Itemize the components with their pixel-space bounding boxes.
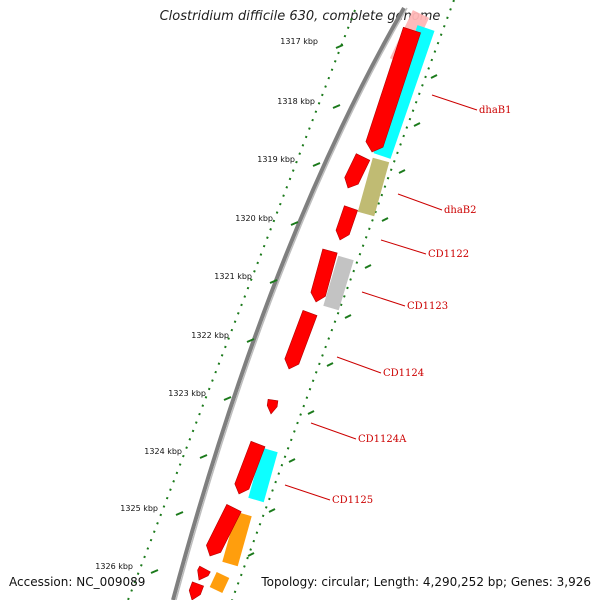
gene-features (188, 10, 438, 600)
kbp-scale: 1317 kbp 1318 kbp 1319 kbp 1320 kbp 1321 kbp… (95, 37, 344, 574)
gene-arrow-red (234, 440, 266, 495)
gene-box-cyan-CD1125 (248, 447, 278, 503)
gene-label: CD1122 (428, 249, 469, 260)
genome-title: Clostridium difficile 630, complete geno… (159, 9, 441, 24)
chromosome-backbone-shadow (175, 7, 408, 600)
kbp-label: 1321 kbp (214, 272, 252, 281)
kbp-major-tick (150, 569, 159, 574)
topology-text: Topology: circular; Length: 4,290,252 bp… (261, 575, 591, 589)
inner-scale-tick (326, 362, 334, 367)
gene-label: CD1124 (383, 368, 424, 379)
gene-leader-line (431, 94, 478, 111)
gene-arrow-red (206, 503, 242, 557)
chromosome-backbone (171, 7, 406, 600)
inner-scale-tick (288, 458, 296, 463)
inner-scale-tick (247, 552, 255, 557)
gene-leader-line (397, 193, 443, 211)
gene-arrow-red (310, 248, 338, 303)
kbp-label: 1326 kbp (95, 562, 133, 571)
accession-text: Accession: NC_009089 (9, 575, 146, 589)
gene-leader-line (336, 356, 382, 374)
gene-box-gray-CD1123 (323, 255, 354, 311)
gene-label: CD1124A (358, 434, 407, 445)
kbp-major-tick (290, 221, 299, 226)
kbp-label: 1318 kbp (277, 97, 315, 106)
gene-leader-line (310, 422, 357, 440)
kbp-major-tick (246, 338, 255, 343)
gene-leader-line (284, 484, 331, 501)
kbp-major-tick (269, 279, 278, 284)
kbp-major-tick (175, 511, 184, 516)
gene-arrow-red (284, 310, 318, 370)
inner-scale-tick (344, 314, 352, 319)
kbp-label: 1319 kbp (257, 155, 295, 164)
kbp-label: 1320 kbp (235, 214, 273, 223)
gene-arrow-red (335, 205, 358, 241)
gene-label: dhaB1 (479, 105, 512, 116)
inner-scale-tick (413, 122, 421, 127)
gene-label: CD1125 (332, 495, 373, 506)
scale-dotted-line-inner (231, 0, 455, 600)
gene-leader-line (380, 239, 427, 255)
kbp-major-tick (199, 454, 208, 459)
kbp-label: 1322 kbp (191, 331, 229, 340)
kbp-label: 1317 kbp (280, 37, 318, 46)
gene-arrow-red (344, 153, 371, 189)
gene-arrow-red-small (197, 565, 211, 581)
inner-scale-tick (268, 508, 276, 513)
kbp-major-tick (335, 44, 344, 49)
inner-scale-tick (398, 169, 406, 174)
gene-box-orange-small (209, 572, 230, 593)
inner-scale-tick (307, 410, 315, 415)
gene-box-orange (222, 511, 252, 567)
kbp-label: 1323 kbp (168, 389, 206, 398)
gene-box-olive-dhaB2 (357, 157, 390, 217)
gene-arrow-red-small (266, 398, 279, 415)
kbp-label: 1325 kbp (120, 504, 158, 513)
kbp-major-tick (332, 104, 341, 109)
gene-labels: dhaB1 dhaB2 CD1122 CD1123 CD1124 CD1124A CD112… (284, 94, 512, 506)
inner-scale-tick (364, 264, 372, 269)
scale-dotted-line-outer (127, 9, 356, 600)
kbp-label: 1324 kbp (144, 447, 182, 456)
gene-arrow-red-small (188, 581, 204, 600)
inner-scale-tick (381, 217, 389, 222)
kbp-major-tick (223, 396, 232, 401)
kbp-major-tick (312, 162, 321, 167)
gene-leader-line (361, 291, 406, 307)
inner-scale-tick (430, 74, 438, 79)
gene-arrow-red (365, 26, 421, 153)
gene-label: CD1123 (407, 301, 448, 312)
gene-label: dhaB2 (444, 205, 477, 216)
